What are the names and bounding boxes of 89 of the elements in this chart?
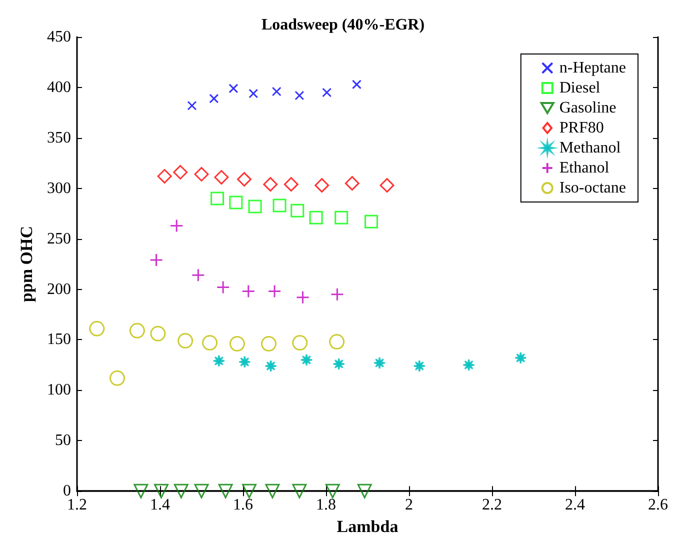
point [209, 94, 219, 104]
point [284, 177, 298, 192]
point [364, 214, 378, 228]
x-tick-label: 2.6 [648, 496, 668, 514]
point [214, 170, 229, 185]
x-tick-label: 1.4 [150, 496, 170, 514]
point [314, 178, 330, 193]
y-tick-label: 150 [47, 331, 71, 348]
point [229, 336, 245, 352]
point [290, 204, 304, 218]
point [352, 80, 362, 90]
point [413, 360, 426, 372]
y-tick-label: 300 [47, 180, 71, 197]
point [330, 288, 344, 302]
point [150, 253, 164, 267]
point [242, 284, 256, 298]
point [344, 176, 360, 191]
point [300, 354, 313, 366]
x-tick-label: 1.6 [233, 496, 253, 514]
y-tick-label: 200 [47, 280, 71, 298]
x-tick-label: 2.2 [482, 496, 502, 514]
point [265, 484, 280, 498]
legend-label: Diesel [559, 80, 601, 96]
point [210, 192, 224, 206]
point [229, 196, 243, 210]
point [332, 358, 346, 370]
legend-label: Methanol [559, 140, 622, 156]
point [248, 88, 258, 98]
point [194, 166, 209, 182]
point [191, 268, 205, 282]
point [174, 484, 188, 498]
y-tick-label: 250 [47, 230, 71, 248]
point [150, 326, 166, 342]
point [216, 280, 230, 294]
point [334, 210, 348, 224]
point [272, 86, 282, 96]
point [292, 484, 307, 498]
y-axis-title: ppm OHC [17, 226, 36, 302]
point [157, 169, 172, 184]
point [154, 484, 168, 498]
point [129, 322, 145, 338]
point [212, 354, 226, 368]
point [322, 88, 332, 98]
point [292, 335, 308, 350]
legend-label: n-Heptane [559, 60, 626, 76]
point [248, 200, 262, 214]
point [236, 172, 252, 187]
point [294, 90, 304, 100]
x-tick-label: 2 [405, 496, 413, 514]
y-tick-label: 100 [47, 382, 71, 399]
point [89, 320, 105, 336]
point [263, 177, 278, 192]
y-tick-label: 450 [47, 28, 71, 46]
point [187, 100, 197, 110]
point [173, 164, 188, 180]
point [134, 484, 148, 498]
point [260, 336, 276, 352]
point [380, 178, 394, 193]
y-tick-label: 350 [47, 129, 71, 146]
x-axis-title: Lambda [336, 517, 399, 536]
point [514, 352, 527, 364]
point [329, 334, 345, 350]
point [268, 284, 282, 298]
x-tick-label: 2.4 [565, 496, 585, 514]
legend-label: Iso-octane [559, 180, 626, 196]
point [296, 290, 310, 304]
point [170, 218, 184, 232]
chart-title: Loadsweep (40%-EGR) [261, 16, 425, 34]
point [110, 370, 125, 386]
point [462, 358, 476, 372]
point [218, 484, 233, 498]
point [238, 356, 251, 368]
legend-label: Ethanol [559, 160, 610, 176]
y-tick-label: 400 [47, 78, 71, 96]
x-tick-label: 1.8 [316, 496, 336, 514]
point [228, 84, 238, 94]
legend-label: PRF80 [559, 120, 604, 136]
point [242, 484, 256, 498]
legend-label: Gasoline [559, 100, 616, 116]
y-tick-label: 50 [55, 432, 71, 450]
point [325, 484, 340, 498]
point [272, 198, 286, 212]
point [264, 360, 278, 372]
point [178, 332, 194, 348]
point [194, 484, 209, 498]
point [309, 210, 323, 224]
point [202, 335, 218, 350]
point [373, 356, 386, 370]
point [357, 484, 372, 498]
